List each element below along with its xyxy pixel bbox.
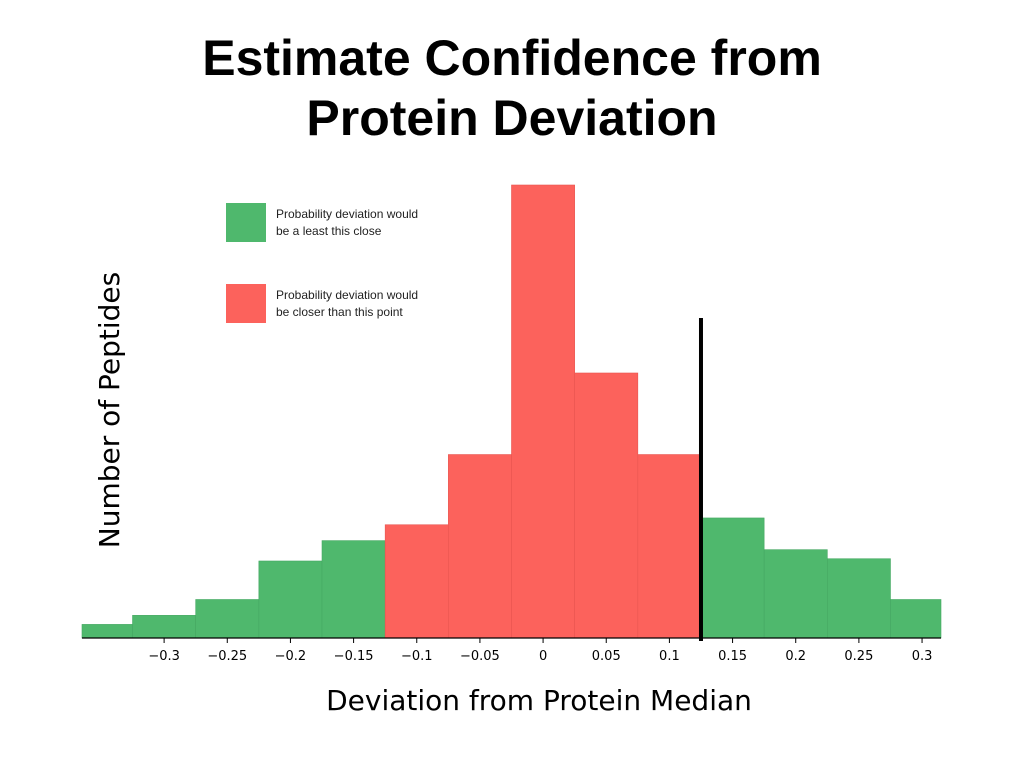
legend-swatch-green — [226, 203, 266, 242]
x-axis-ticks: −0.3 −0.25 −0.2 −0.15 −0.1 −0.05 0 0.05 0.1 0.15 0… — [148, 638, 932, 664]
slide-title: Estimate Confidence from Protein Deviati… — [0, 28, 1024, 148]
histogram-bar — [700, 517, 765, 639]
histogram-bar — [511, 184, 575, 639]
histogram-bar — [827, 558, 891, 639]
x-tick-label: 0.2 — [785, 649, 806, 664]
legend-label-green-line-1: Probability deviation would — [276, 207, 418, 221]
x-tick-label: 0.15 — [718, 649, 747, 664]
histogram-bar — [890, 599, 942, 639]
x-tick-label: −0.1 — [401, 649, 433, 664]
histogram-bar — [132, 615, 196, 639]
x-tick-label: −0.15 — [334, 649, 374, 664]
x-tick-label: 0.05 — [592, 649, 621, 664]
histogram-bar — [81, 624, 133, 639]
histogram-bar — [258, 560, 323, 639]
legend-swatch-red — [226, 284, 266, 323]
x-tick-label: −0.3 — [148, 649, 180, 664]
x-tick-label: 0 — [539, 649, 547, 664]
x-tick-label: −0.25 — [207, 649, 247, 664]
histogram-bar — [195, 599, 260, 639]
histogram-bars — [81, 184, 942, 639]
slide-title-line-1: Estimate Confidence from — [202, 30, 822, 86]
legend-label-red-line-2: be closer than this point — [276, 305, 403, 319]
x-tick-label: 0.1 — [659, 649, 680, 664]
x-tick-label: 0.25 — [844, 649, 873, 664]
slide-title-line-2: Protein Deviation — [306, 90, 718, 146]
legend: Probability deviation would be a least t… — [226, 203, 418, 323]
legend-label-red-line-1: Probability deviation would — [276, 288, 418, 302]
x-tick-label: −0.2 — [275, 649, 307, 664]
x-tick-label: 0.3 — [912, 649, 933, 664]
histogram-bar — [321, 540, 386, 639]
y-axis-label: Number of Peptides — [93, 272, 126, 549]
x-tick-label: −0.05 — [460, 649, 500, 664]
histogram-bar — [763, 549, 828, 639]
x-axis-label: Deviation from Protein Median — [326, 684, 752, 717]
histogram-bar — [637, 454, 702, 639]
histogram-bar — [574, 372, 639, 639]
histogram-bar — [448, 454, 512, 639]
legend-label-green-line-2: be a least this close — [276, 224, 382, 238]
histogram-bar — [384, 524, 449, 639]
